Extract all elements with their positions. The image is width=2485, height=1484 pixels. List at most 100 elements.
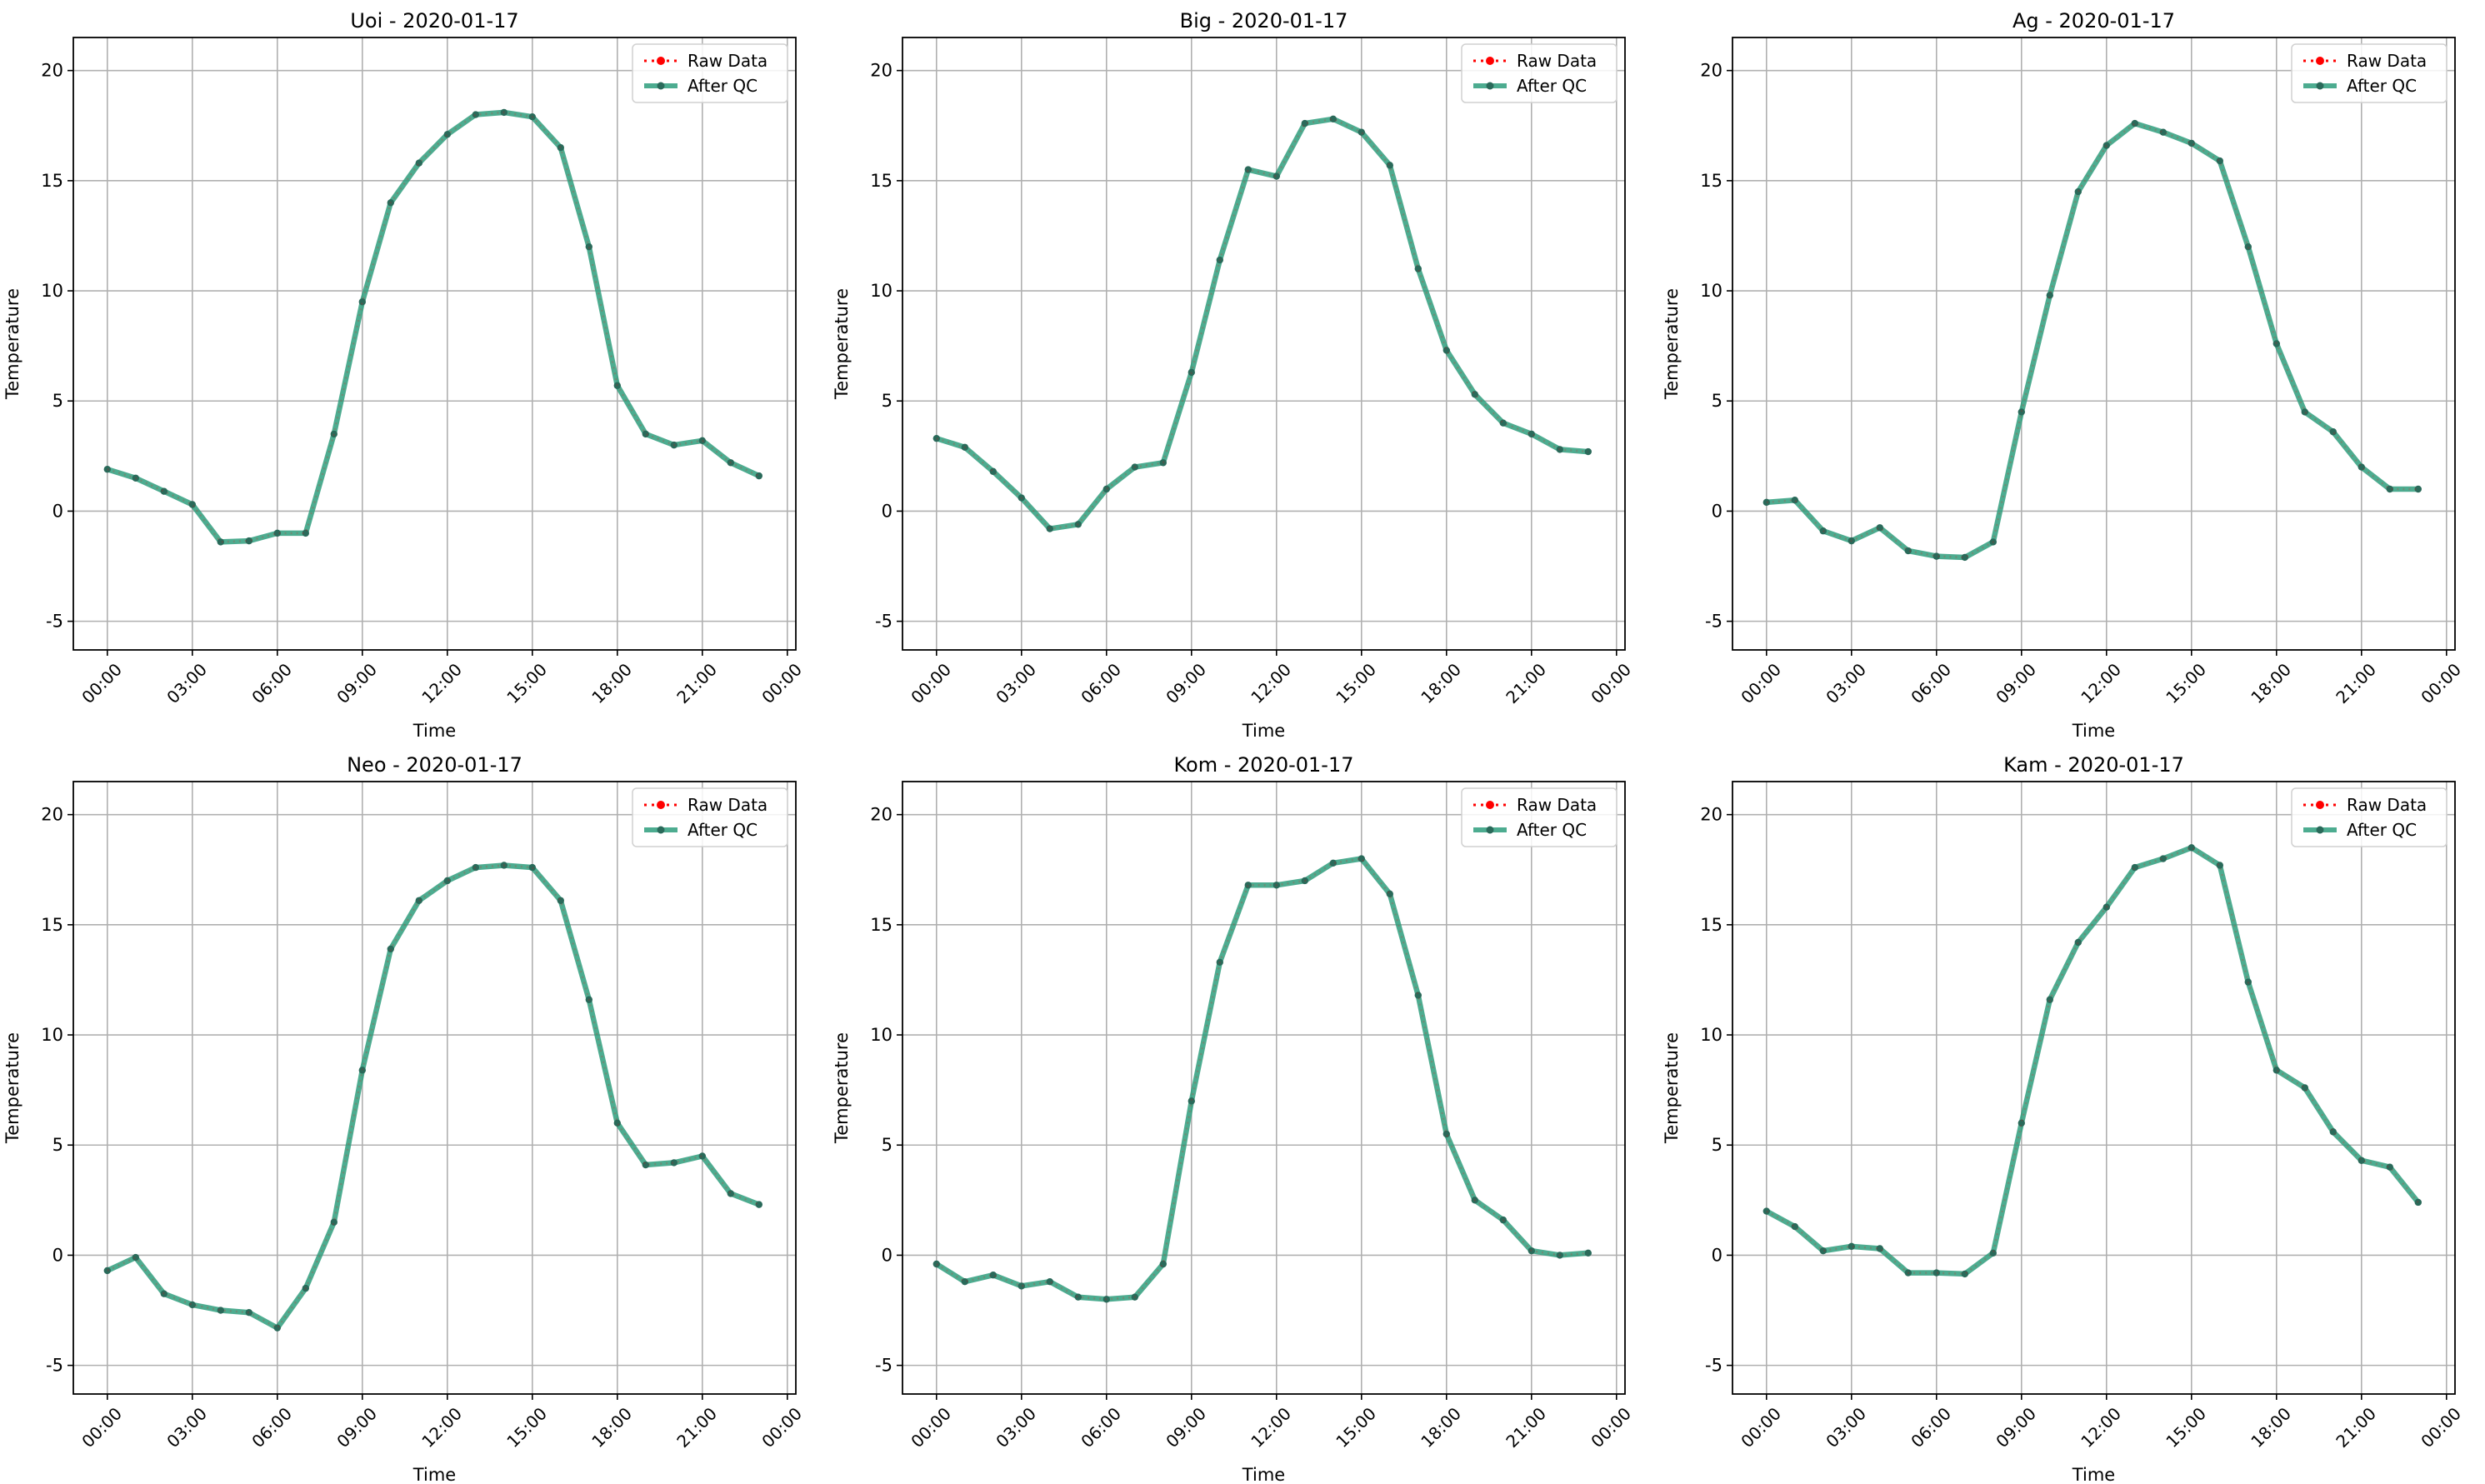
subplot-title: Neo - 2020-01-17 <box>347 753 522 777</box>
subplot-title: Ag - 2020-01-17 <box>2012 9 2175 32</box>
grid <box>902 37 1625 650</box>
after-qc-point <box>1046 525 1054 532</box>
x-tick-label: 15:00 <box>1332 659 1380 707</box>
after-qc-point <box>585 242 592 251</box>
after-qc-point <box>1848 1242 1855 1251</box>
after-qc-point <box>273 529 281 537</box>
y-tick-label: 15 <box>870 915 892 935</box>
legend-raw-label: Raw Data <box>688 51 768 71</box>
y-tick-label: 20 <box>1700 61 1722 81</box>
after-qc-point <box>1904 547 1912 555</box>
x-tick-label: 00:00 <box>1587 1403 1635 1452</box>
y-tick-label: 20 <box>1700 805 1722 825</box>
y-tick-label: 15 <box>870 171 892 191</box>
y-tick-label: 5 <box>52 1135 63 1155</box>
after-qc-point <box>1074 521 1082 528</box>
x-tick-label: 00:00 <box>907 1403 955 1452</box>
legend-qc-label: After QC <box>2347 76 2417 96</box>
x-tick-label: 03:00 <box>1822 1403 1870 1452</box>
after-qc-point <box>2244 978 2252 986</box>
after-qc-point <box>613 1119 621 1127</box>
after-qc-point <box>2414 1198 2422 1207</box>
axes-frame <box>72 781 797 1395</box>
legend: Raw Data After QC <box>632 43 788 103</box>
after-qc-point <box>1471 391 1479 398</box>
legend-raw-label: Raw Data <box>2347 795 2427 815</box>
legend-qc-label: After QC <box>688 76 758 96</box>
x-tick-label: 12:00 <box>2077 1403 2125 1452</box>
y-axis-ticks: -5 0 5 10 15 20 <box>1700 61 1732 632</box>
legend-qc-marker <box>2316 826 2324 834</box>
after-qc-point <box>472 863 479 872</box>
legend-qc-marker <box>2316 82 2324 90</box>
after-qc-point <box>330 1218 338 1226</box>
legend-qc-marker <box>657 826 665 834</box>
x-axis-label: Time <box>412 1465 456 1484</box>
subplot-1: 00:00 03:00 06:00 09:00 12:00 15:00 18:00 21:00… <box>2 9 806 741</box>
after-qc-point <box>1216 958 1224 966</box>
after-qc-point <box>1301 877 1309 885</box>
after-qc-point <box>528 112 536 121</box>
x-tick-label: 12:00 <box>1247 659 1295 707</box>
after-qc-point <box>1386 162 1394 169</box>
after-qc-point <box>1584 1249 1592 1257</box>
after-qc-point <box>1819 527 1827 535</box>
y-tick-label: 10 <box>870 281 892 301</box>
after-qc-point <box>727 459 734 467</box>
after-qc-point <box>1989 1249 1997 1257</box>
x-axis-label: Time <box>2072 721 2115 741</box>
x-tick-label: 21:00 <box>2332 659 2380 707</box>
after-qc-point <box>245 1308 252 1317</box>
y-tick-label: 15 <box>1700 171 1722 191</box>
after-qc-point <box>1159 1260 1168 1268</box>
y-tick-label: 0 <box>52 501 63 521</box>
series-raw-data <box>107 111 760 543</box>
after-qc-point <box>2188 844 2195 852</box>
x-axis-ticks: 00:00 03:00 06:00 09:00 12:00 15:00 18:00 21:00… <box>907 650 1635 707</box>
after-qc-point <box>1329 859 1338 867</box>
x-tick-label: 09:00 <box>1162 659 1210 707</box>
y-axis-ticks: -5 0 5 10 15 20 <box>870 61 902 632</box>
after-qc-point <box>2386 1163 2393 1171</box>
after-qc-point <box>103 466 111 473</box>
after-qc-point <box>1216 256 1224 264</box>
x-axis-ticks: 00:00 03:00 06:00 09:00 12:00 15:00 18:00 21:00… <box>1737 1394 2465 1452</box>
after-qc-point <box>2329 428 2337 436</box>
raw-data-line <box>107 864 760 1330</box>
after-qc-point <box>727 1190 734 1197</box>
series-raw-data <box>107 864 760 1330</box>
after-qc-point <box>188 501 196 508</box>
y-axis-label: Temperature <box>1662 1032 1682 1144</box>
after-qc-point <box>188 1301 196 1309</box>
legend-raw-label: Raw Data <box>2347 51 2427 71</box>
series-after-qc <box>103 108 762 546</box>
subplot-title: Big - 2020-01-17 <box>1180 9 1348 32</box>
after-qc-point <box>1414 265 1422 272</box>
after-qc-point <box>1876 1245 1883 1252</box>
after-qc-point <box>1046 1277 1054 1286</box>
grid <box>1732 782 2455 1394</box>
legend: Raw Data After QC <box>1461 43 1618 103</box>
legend-qc-marker <box>1486 82 1494 90</box>
after-qc-point <box>557 897 564 904</box>
x-tick-label: 03:00 <box>992 1403 1040 1452</box>
after-qc-point <box>1358 855 1366 862</box>
subplot-title: Uoi - 2020-01-17 <box>350 9 518 32</box>
legend-raw-label: Raw Data <box>688 795 768 815</box>
subplot-3: 00:00 03:00 06:00 09:00 12:00 15:00 18:00 21:00… <box>1662 9 2465 741</box>
after-qc-point <box>1272 882 1281 889</box>
x-tick-label: 03:00 <box>992 659 1040 707</box>
series-raw-data <box>1766 122 2418 559</box>
x-axis-label: Time <box>1242 1465 1285 1484</box>
after-qc-point <box>2131 863 2138 872</box>
y-tick-label: -5 <box>1705 1356 1722 1376</box>
x-axis-ticks: 00:00 03:00 06:00 09:00 12:00 15:00 18:00 21:00… <box>907 1394 1635 1452</box>
subplot-title: Kam - 2020-01-17 <box>2003 753 2184 777</box>
y-axis-label: Temperature <box>2 288 22 400</box>
x-tick-label: 09:00 <box>332 659 381 707</box>
y-tick-label: 5 <box>52 391 63 411</box>
after-qc-line <box>1763 845 2422 1277</box>
y-tick-label: 20 <box>870 61 892 81</box>
after-qc-point <box>989 1272 998 1279</box>
x-tick-label: 06:00 <box>1077 1403 1125 1452</box>
